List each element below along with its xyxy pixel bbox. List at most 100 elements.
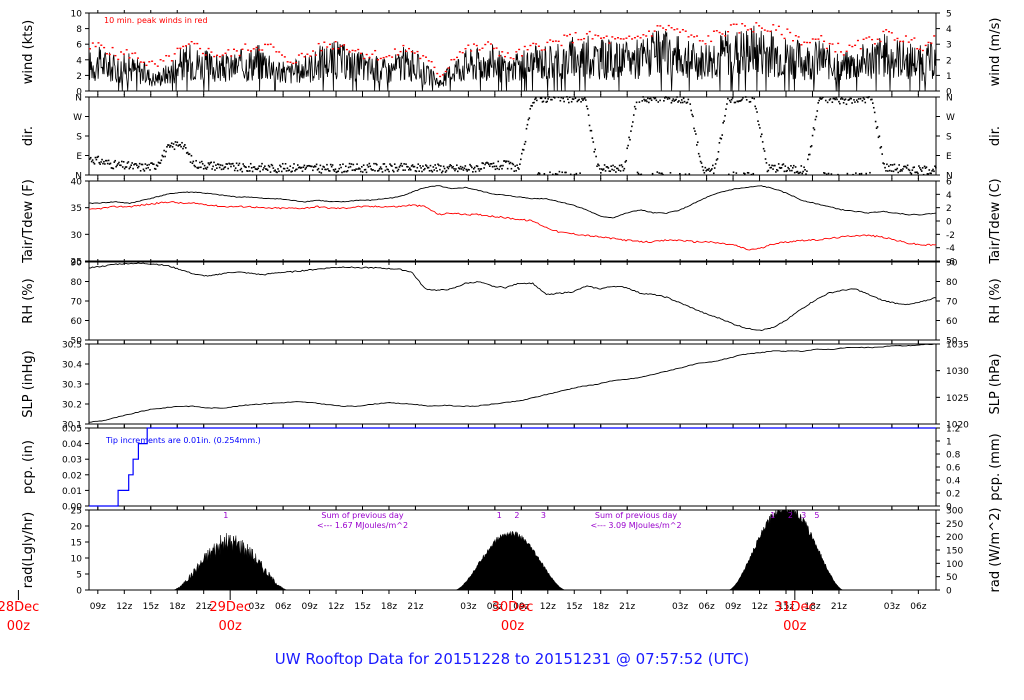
dir-point <box>741 98 743 101</box>
dir-point <box>506 167 509 170</box>
dir-point <box>423 168 425 171</box>
dir-point <box>893 163 896 166</box>
panel-slp: SLP (inHg) SLP (hPa) 30.1 30.2 30.3 30.4 30.5 1… <box>21 341 1003 431</box>
dir-point <box>424 164 427 166</box>
y-tick-label-left: 40 <box>71 178 83 188</box>
dir-point <box>797 172 800 175</box>
dir-point <box>680 101 682 104</box>
dir-point <box>585 105 588 108</box>
dir-point <box>200 166 202 169</box>
dir-point <box>263 167 265 169</box>
dir-point <box>507 160 510 163</box>
peak-wind-point <box>351 49 354 52</box>
dir-point <box>468 169 470 171</box>
peak-wind-point <box>379 57 382 60</box>
y-tick-label-right: 200 <box>946 533 963 543</box>
peak-wind-point <box>278 51 281 53</box>
dir-point <box>793 171 796 174</box>
dir-point <box>542 100 545 103</box>
peak-wind-point <box>495 47 498 49</box>
peak-wind-point <box>766 30 769 32</box>
dir-point <box>94 156 97 159</box>
dir-point <box>673 100 676 102</box>
peak-wind-point <box>227 49 230 51</box>
y-tick-label-left: 2 <box>76 72 82 82</box>
y-tick-label-left: 80 <box>71 278 83 288</box>
dir-point <box>732 171 735 174</box>
y-tick-label-left: N <box>75 94 82 104</box>
dir-point <box>557 96 560 99</box>
dir-point <box>650 99 653 102</box>
dir-point <box>567 98 569 101</box>
dir-point <box>654 97 657 99</box>
dir-point <box>223 166 226 169</box>
dir-point <box>396 170 399 172</box>
dir-point <box>608 170 611 172</box>
dir-point <box>495 165 498 168</box>
radiation-marker: 2 <box>788 511 793 520</box>
dir-point <box>461 166 464 169</box>
dir-point <box>302 166 305 169</box>
dir-point <box>568 101 570 104</box>
dir-point <box>390 164 392 167</box>
dir-point <box>174 141 177 143</box>
x-tick-label: 15z <box>143 602 159 612</box>
peak-wind-point <box>326 46 329 48</box>
dir-point <box>894 168 897 171</box>
dir-point <box>173 148 176 151</box>
dir-point <box>119 164 121 166</box>
dir-point <box>599 168 601 170</box>
dir-point <box>799 171 802 174</box>
dir-point <box>688 173 691 175</box>
peak-wind-point <box>896 37 899 40</box>
peak-wind-point <box>684 30 687 32</box>
peak-wind-point <box>317 42 320 45</box>
radiation-annotation: <--- 3.09 MJoules/m^2 <box>590 521 681 530</box>
peak-wind-point <box>441 74 444 76</box>
y-tick-label-right: 1035 <box>946 341 969 351</box>
y-tick-label-left: S <box>76 133 82 143</box>
dir-point <box>472 171 474 173</box>
dir-point <box>561 171 564 174</box>
dir-point <box>519 163 521 166</box>
dir-point <box>293 163 295 165</box>
dir-point <box>872 102 874 104</box>
dir-point <box>140 163 143 166</box>
dir-point <box>117 162 119 165</box>
peak-wind-point <box>340 45 343 47</box>
dir-point <box>640 173 643 176</box>
dir-point <box>635 101 638 104</box>
dir-point <box>120 160 123 163</box>
peak-wind-point <box>557 40 560 43</box>
peak-wind-point <box>309 55 312 57</box>
peak-wind-point <box>103 46 106 49</box>
y-tick-label-left: 30.3 <box>62 381 82 391</box>
y-tick-label-right: W <box>946 113 955 123</box>
dir-point <box>852 173 854 176</box>
wind-annotation: 10 min. peak winds in red <box>104 16 208 25</box>
peak-wind-point <box>916 48 919 50</box>
dir-point <box>705 170 708 172</box>
dir-point <box>916 171 918 173</box>
dir-point <box>522 149 525 151</box>
dir-point <box>216 167 218 169</box>
dir-point <box>249 162 252 165</box>
dir-point <box>656 171 659 173</box>
peak-wind-point <box>114 54 117 57</box>
x-tick-label: 09z <box>725 602 741 612</box>
dir-point <box>568 96 571 99</box>
dir-point <box>889 163 892 166</box>
peak-wind-point <box>789 31 792 34</box>
dir-point <box>392 170 395 173</box>
dir-point <box>410 165 413 167</box>
dir-point <box>701 165 704 168</box>
dir-point <box>664 96 667 98</box>
dir-point <box>408 168 410 171</box>
dir-point <box>653 97 656 100</box>
dir-point <box>329 163 332 166</box>
dir-point <box>504 161 507 163</box>
dir-point <box>323 166 325 168</box>
peak-wind-point <box>919 48 922 50</box>
dir-point <box>751 97 754 99</box>
dir-point <box>520 158 522 161</box>
